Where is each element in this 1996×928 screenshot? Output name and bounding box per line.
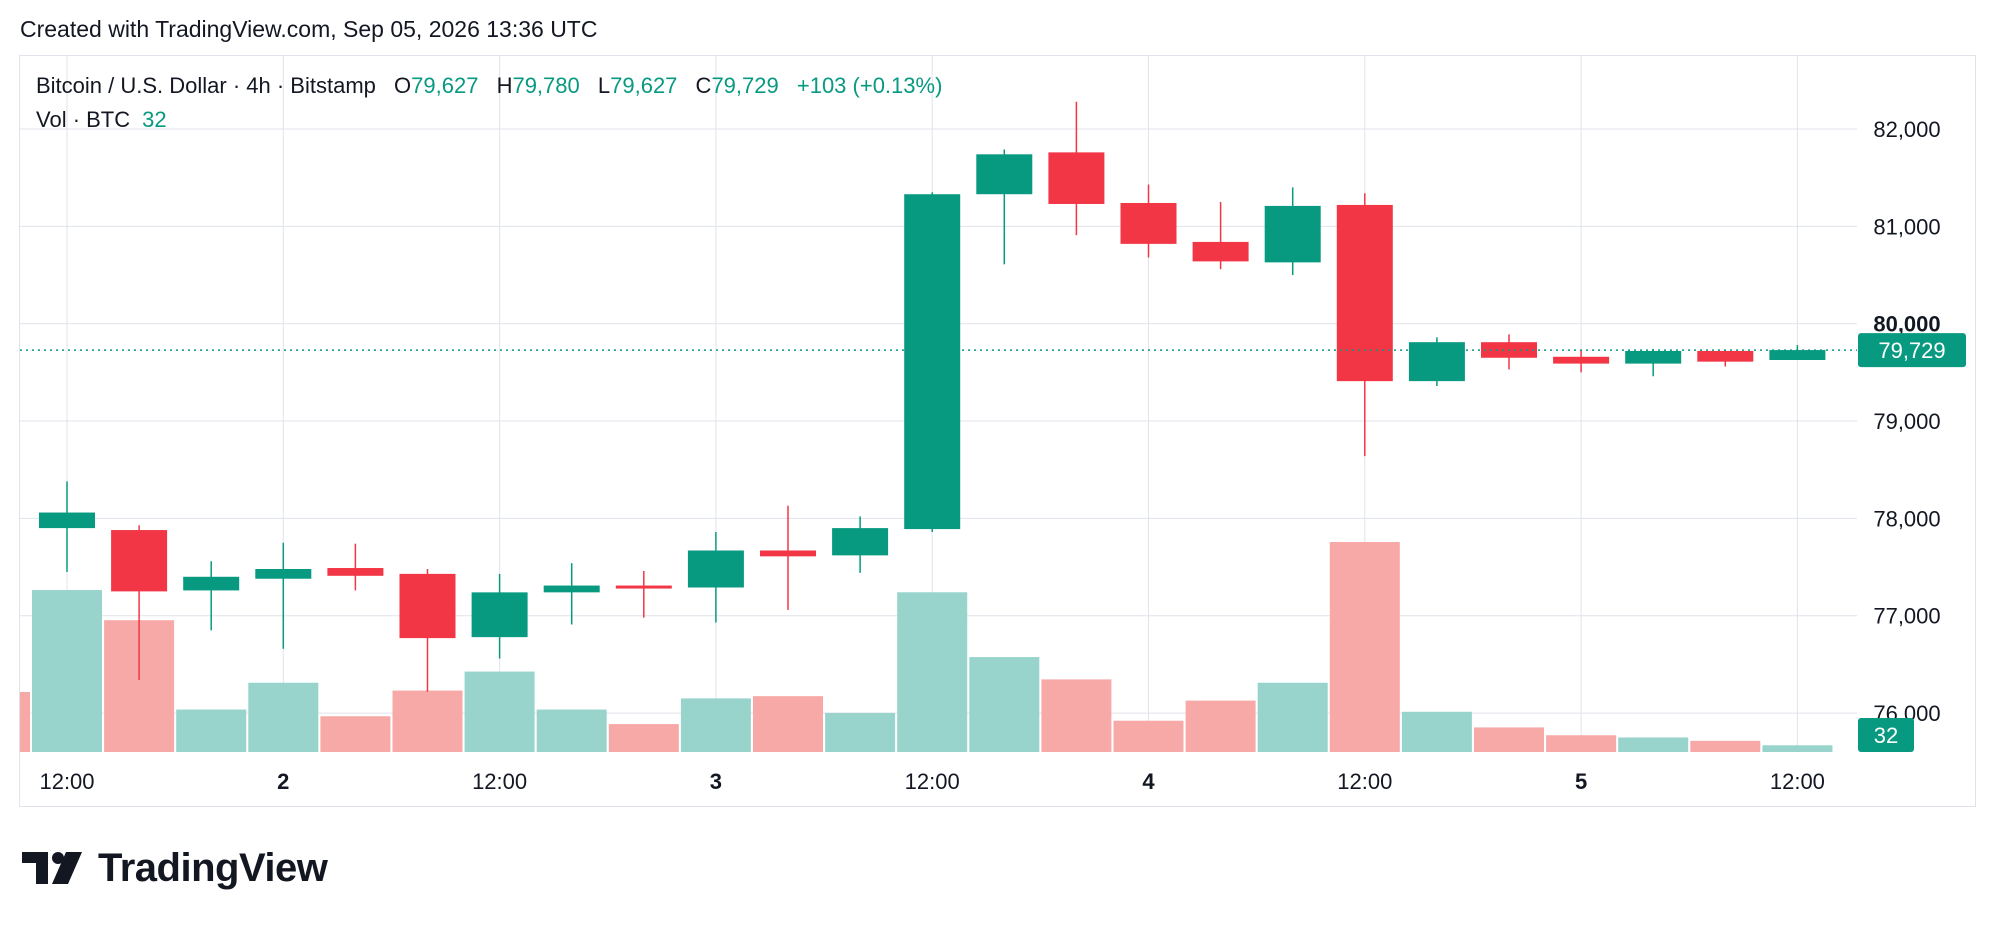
- chart-frame: [19, 55, 1976, 807]
- y-tick-label: 82,000: [1873, 117, 1940, 142]
- candle-body[interactable]: [183, 576, 240, 591]
- volume-bar: [1401, 711, 1472, 752]
- change-value: +103 (+0.13%): [796, 73, 943, 98]
- volume-bar: [1113, 720, 1184, 752]
- volume-bar: [1041, 679, 1112, 752]
- candle-body[interactable]: [1769, 350, 1826, 361]
- y-tick-label: 80,000: [1873, 312, 1940, 337]
- volume-bar: [20, 692, 30, 752]
- volume-bar: [608, 724, 679, 752]
- volume-bar: [1474, 727, 1544, 752]
- last-price-label: 79,729: [1878, 338, 1945, 363]
- candlestick-chart[interactable]: 76,00077,00078,00079,00080,00081,00082,0…: [0, 0, 1996, 828]
- x-tick-label: 12:00: [1337, 769, 1392, 794]
- close-key: C: [695, 73, 712, 98]
- volume-bar: [897, 592, 968, 752]
- candle-body[interactable]: [1120, 202, 1177, 244]
- tradingview-logo-icon: [22, 852, 82, 884]
- volume-bar: [969, 657, 1040, 752]
- volume-bar: [320, 716, 391, 752]
- candle-body[interactable]: [615, 585, 672, 589]
- open-key: O: [394, 73, 412, 98]
- x-tick-label: 5: [1575, 769, 1587, 794]
- tradingview-logo[interactable]: TradingView: [22, 845, 328, 890]
- candle-body[interactable]: [687, 550, 744, 588]
- candle-body[interactable]: [1264, 205, 1321, 263]
- candle-body[interactable]: [1697, 350, 1754, 362]
- volume-bar: [176, 709, 247, 752]
- volume-bar: [825, 712, 896, 752]
- candle-body[interactable]: [1336, 204, 1393, 382]
- y-tick-label: 81,000: [1873, 214, 1940, 239]
- x-tick-label: 3: [710, 769, 722, 794]
- x-tick-label: 12:00: [472, 769, 527, 794]
- volume-bar: [464, 671, 535, 752]
- volume-bar: [1546, 735, 1617, 752]
- candle-body[interactable]: [1192, 241, 1249, 262]
- created-caption: Created with TradingView.com, Sep 05, 20…: [20, 16, 598, 42]
- volume-bar: [1762, 745, 1833, 752]
- candle-body[interactable]: [327, 568, 384, 576]
- x-tick-label: 2: [277, 769, 289, 794]
- volume-label[interactable]: Vol · BTC: [36, 107, 131, 132]
- candle-body[interactable]: [1625, 350, 1682, 364]
- candle-body[interactable]: [111, 530, 168, 592]
- candle-body[interactable]: [904, 194, 961, 530]
- volume-bar: [32, 590, 102, 752]
- volume-bar: [1329, 542, 1400, 752]
- low-value: 79,627: [610, 73, 678, 98]
- volume-bar: [1257, 682, 1328, 752]
- open-value: 79,627: [411, 73, 479, 98]
- candle-body[interactable]: [832, 528, 889, 556]
- volume-bar: [680, 698, 751, 752]
- candle-body[interactable]: [543, 585, 600, 593]
- volume-value: 32: [142, 107, 167, 132]
- y-tick-label: 78,000: [1873, 506, 1940, 531]
- candle-body[interactable]: [976, 154, 1033, 195]
- candle-body[interactable]: [1048, 152, 1105, 204]
- volume-bar: [753, 696, 823, 752]
- candle-body[interactable]: [760, 550, 816, 557]
- logo-wordmark: TradingView: [98, 845, 328, 890]
- high-key: H: [496, 73, 513, 98]
- candle-body[interactable]: [471, 592, 528, 638]
- x-tick-label: 4: [1142, 769, 1155, 794]
- close-value: 79,729: [711, 73, 779, 98]
- candle-body[interactable]: [1408, 342, 1465, 382]
- y-tick-label: 79,000: [1873, 409, 1940, 434]
- volume-bar: [392, 690, 463, 752]
- low-key: L: [597, 73, 611, 98]
- volume-legend: Vol · BTC 32: [36, 107, 167, 133]
- volume-bar: [536, 709, 607, 752]
- last-volume-label: 32: [1874, 723, 1898, 748]
- volume-bar: [1185, 700, 1256, 752]
- volume-bar: [1690, 740, 1761, 752]
- symbol-label[interactable]: Bitcoin / U.S. Dollar · 4h · Bitstamp: [36, 73, 376, 98]
- last-price-tag: [1858, 333, 1966, 368]
- y-tick-label: 77,000: [1873, 604, 1940, 629]
- x-tick-label: 12:00: [1770, 769, 1825, 794]
- candle-body[interactable]: [1553, 356, 1610, 364]
- volume-bar: [248, 682, 319, 752]
- ohlc-legend: Bitcoin / U.S. Dollar · 4h · Bitstamp O7…: [36, 73, 942, 99]
- candle-body[interactable]: [399, 573, 456, 639]
- candle-body[interactable]: [255, 568, 312, 579]
- x-tick-label: 12:00: [39, 769, 94, 794]
- high-value: 79,780: [512, 73, 580, 98]
- x-tick-label: 12:00: [905, 769, 960, 794]
- last-volume-tag: [1858, 718, 1914, 752]
- candle-body[interactable]: [39, 512, 95, 529]
- volume-bar: [1618, 737, 1689, 752]
